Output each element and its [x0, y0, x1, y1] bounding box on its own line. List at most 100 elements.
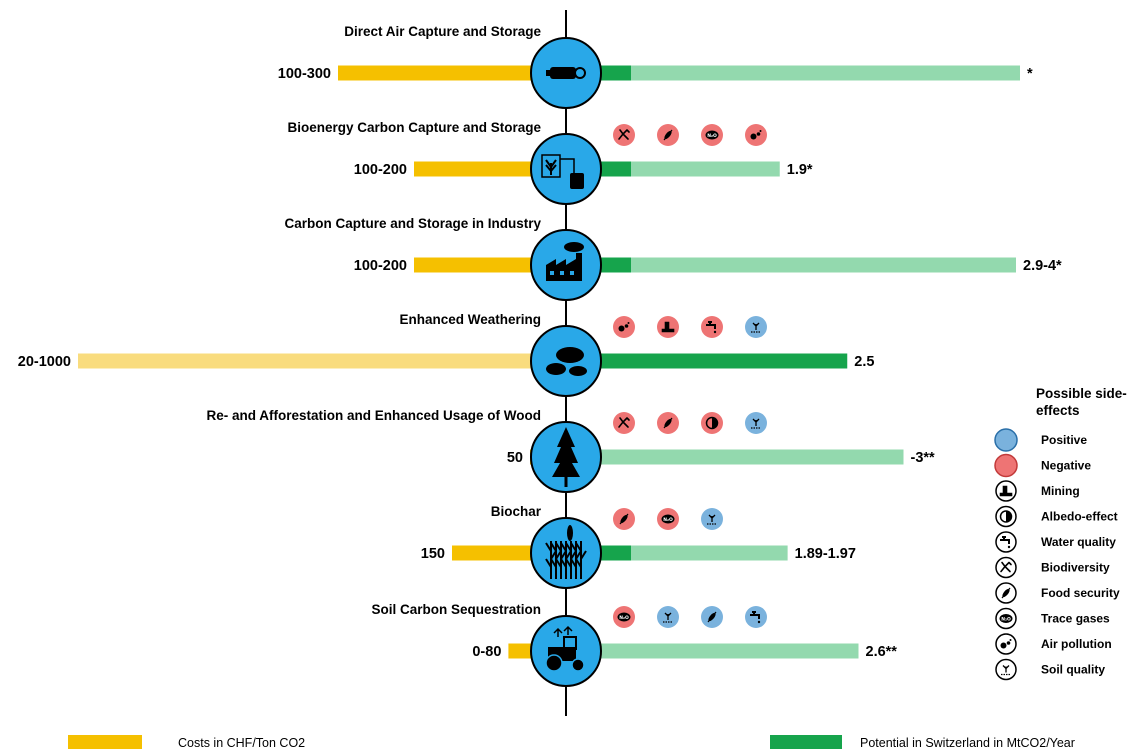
- rocks-icon: [546, 347, 587, 376]
- cost-legend-label: Costs in CHF/Ton CO2: [178, 736, 305, 750]
- potential-label: *: [1027, 66, 1033, 82]
- potential-bar-light: [566, 643, 859, 659]
- potential-bar-light: [631, 65, 1020, 81]
- method-row: Bioenergy Carbon Capture and Storage 100-…: [287, 120, 813, 205]
- side-effects-title: Possible side-effects: [1036, 386, 1127, 418]
- legend-item-label: Mining: [1041, 484, 1080, 498]
- positive-side-effect-badge: [745, 316, 767, 338]
- wheat-icon: [663, 417, 673, 429]
- soil-sprout-icon: [663, 612, 673, 623]
- cost-legend-swatch: [68, 735, 142, 749]
- method-row: Direct Air Capture and Storage 100-300 *: [278, 24, 1033, 109]
- trace-gas-icon: N₂O: [661, 514, 675, 524]
- cost-bar: [414, 257, 566, 273]
- legend-item-label: Negative: [1041, 459, 1091, 473]
- legend-item-label: Positive: [1041, 433, 1087, 447]
- wheat-icon: [663, 129, 673, 141]
- potential-legend-label: Potential in Switzerland in MtCO2/Year: [860, 736, 1075, 750]
- cost-bar: [414, 161, 566, 177]
- method-title: Re- and Afforestation and Enhanced Usage…: [206, 408, 541, 423]
- method-row: Enhanced Weathering 20-1000 2.5: [18, 312, 874, 397]
- tractor-icon: [545, 625, 585, 672]
- positive-side-effect-badge: [657, 606, 679, 628]
- cost-label: 100-200: [354, 162, 407, 178]
- water-tap-icon: [706, 321, 717, 334]
- frog-icon: [618, 129, 630, 140]
- legend-item-label: Soil quality: [1041, 663, 1105, 677]
- method-row: Re- and Afforestation and Enhanced Usage…: [206, 408, 936, 493]
- potential-label: 2.9-4*: [1023, 258, 1062, 274]
- soil-sprout-icon: [751, 418, 761, 429]
- cost-label: 50: [507, 450, 523, 466]
- method-title: Enhanced Weathering: [399, 312, 541, 327]
- negative-side-effect-badge: [745, 124, 767, 146]
- potential-label: 2.6**: [866, 644, 898, 660]
- negative-side-effect-badge: [657, 124, 679, 146]
- trace-gas-icon: N₂O: [617, 612, 631, 622]
- tree-icon: [552, 427, 580, 487]
- positive-side-effect-badge: [745, 606, 767, 628]
- water-tap-icon: [750, 611, 761, 624]
- soil-sprout-icon: [995, 658, 1017, 681]
- bottom-legend: Costs in CHF/Ton CO2 Potential in Switzer…: [68, 735, 1075, 750]
- air-pollution-icon: [618, 322, 630, 332]
- mining-icon: [995, 480, 1017, 502]
- negative-side-effect-badge: N₂O: [701, 124, 723, 146]
- crops-icon: [545, 525, 587, 579]
- method-title: Bioenergy Carbon Capture and Storage: [287, 120, 541, 135]
- svg-text:N₂O: N₂O: [663, 517, 673, 523]
- negative-side-effect-badge: N₂O: [613, 606, 635, 628]
- cost-label: 150: [421, 546, 445, 562]
- air-pollution-icon: [995, 633, 1017, 655]
- albedo-icon: [995, 505, 1017, 528]
- potential-bar-light: [631, 161, 780, 177]
- method-title: Carbon Capture and Storage in Industry: [284, 216, 541, 231]
- trace-gas-icon: N₂O: [705, 130, 719, 140]
- potential-label: -3**: [911, 450, 936, 466]
- method-row: Carbon Capture and Storage in Industry 10…: [284, 216, 1062, 301]
- frog-icon: [618, 417, 630, 428]
- positive-side-effect-badge: [701, 606, 723, 628]
- potential-bar-dark: [566, 353, 848, 369]
- method-row: Soil Carbon Sequestration 0-80 2.6** N₂O: [371, 602, 898, 687]
- legend-item-label: Trace gases: [1041, 612, 1110, 626]
- svg-text:N₂O: N₂O: [1001, 616, 1011, 622]
- method-row: Biochar 150 1.89-1.97 N₂O: [421, 504, 856, 589]
- potential-bar-light: [566, 449, 904, 465]
- negative-side-effect-badge: [613, 124, 635, 146]
- negative-side-effect-badge: [657, 412, 679, 434]
- method-title: Soil Carbon Sequestration: [371, 602, 541, 617]
- cost-label: 20-1000: [18, 354, 71, 370]
- potential-label: 1.9*: [787, 162, 813, 178]
- negative-side-effect-badge: [701, 412, 723, 434]
- cost-label: 100-300: [278, 66, 331, 82]
- soil-sprout-icon: [751, 322, 761, 333]
- svg-text:N₂O: N₂O: [707, 133, 717, 139]
- svg-text:N₂O: N₂O: [619, 615, 629, 621]
- negative-side-effect-badge: [657, 316, 679, 338]
- negative-circle-icon: [994, 453, 1018, 478]
- potential-label: 2.5: [854, 354, 874, 370]
- frog-icon: [995, 556, 1017, 579]
- negative-side-effect-badge: [613, 412, 635, 434]
- legend-item-label: Albedo-effect: [1041, 510, 1118, 524]
- albedo-icon: [705, 416, 719, 430]
- cost-label: 0-80: [472, 644, 501, 660]
- negative-side-effect-badge: N₂O: [657, 508, 679, 530]
- mining-icon: [661, 321, 675, 333]
- water-tap-icon: [995, 531, 1017, 553]
- negative-side-effect-badge: [701, 316, 723, 338]
- legend-item-label: Water quality: [1041, 535, 1116, 549]
- positive-side-effect-badge: [701, 508, 723, 530]
- cost-label: 100-200: [354, 258, 407, 274]
- dac-machine-icon: [546, 67, 586, 79]
- potential-legend-swatch: [770, 735, 842, 749]
- negative-side-effect-badge: [613, 508, 635, 530]
- legend-item-label: Biodiversity: [1041, 561, 1110, 575]
- cost-bar: [338, 65, 566, 81]
- method-title: Biochar: [491, 504, 542, 519]
- side-effects-legend: Possible side-effects Positive Negative Min…: [994, 386, 1127, 681]
- factory-icon: [546, 242, 584, 281]
- wheat-icon: [707, 611, 717, 623]
- wheat-icon: [619, 513, 629, 525]
